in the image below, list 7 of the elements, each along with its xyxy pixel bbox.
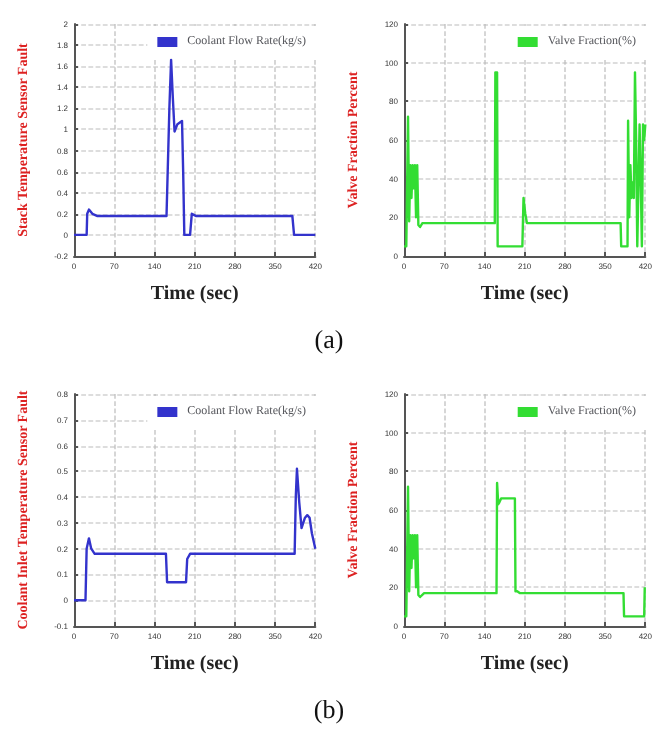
x-axis-title: Time (sec) <box>150 283 239 305</box>
text: (b) <box>311 694 347 726</box>
x-axis-title: Time (sec) <box>480 283 569 305</box>
line-series <box>72 467 317 602</box>
x-axis-title: Time (sec) <box>480 653 569 675</box>
x-axis-title: Time (sec) <box>150 653 239 675</box>
text: (a) <box>312 324 346 356</box>
